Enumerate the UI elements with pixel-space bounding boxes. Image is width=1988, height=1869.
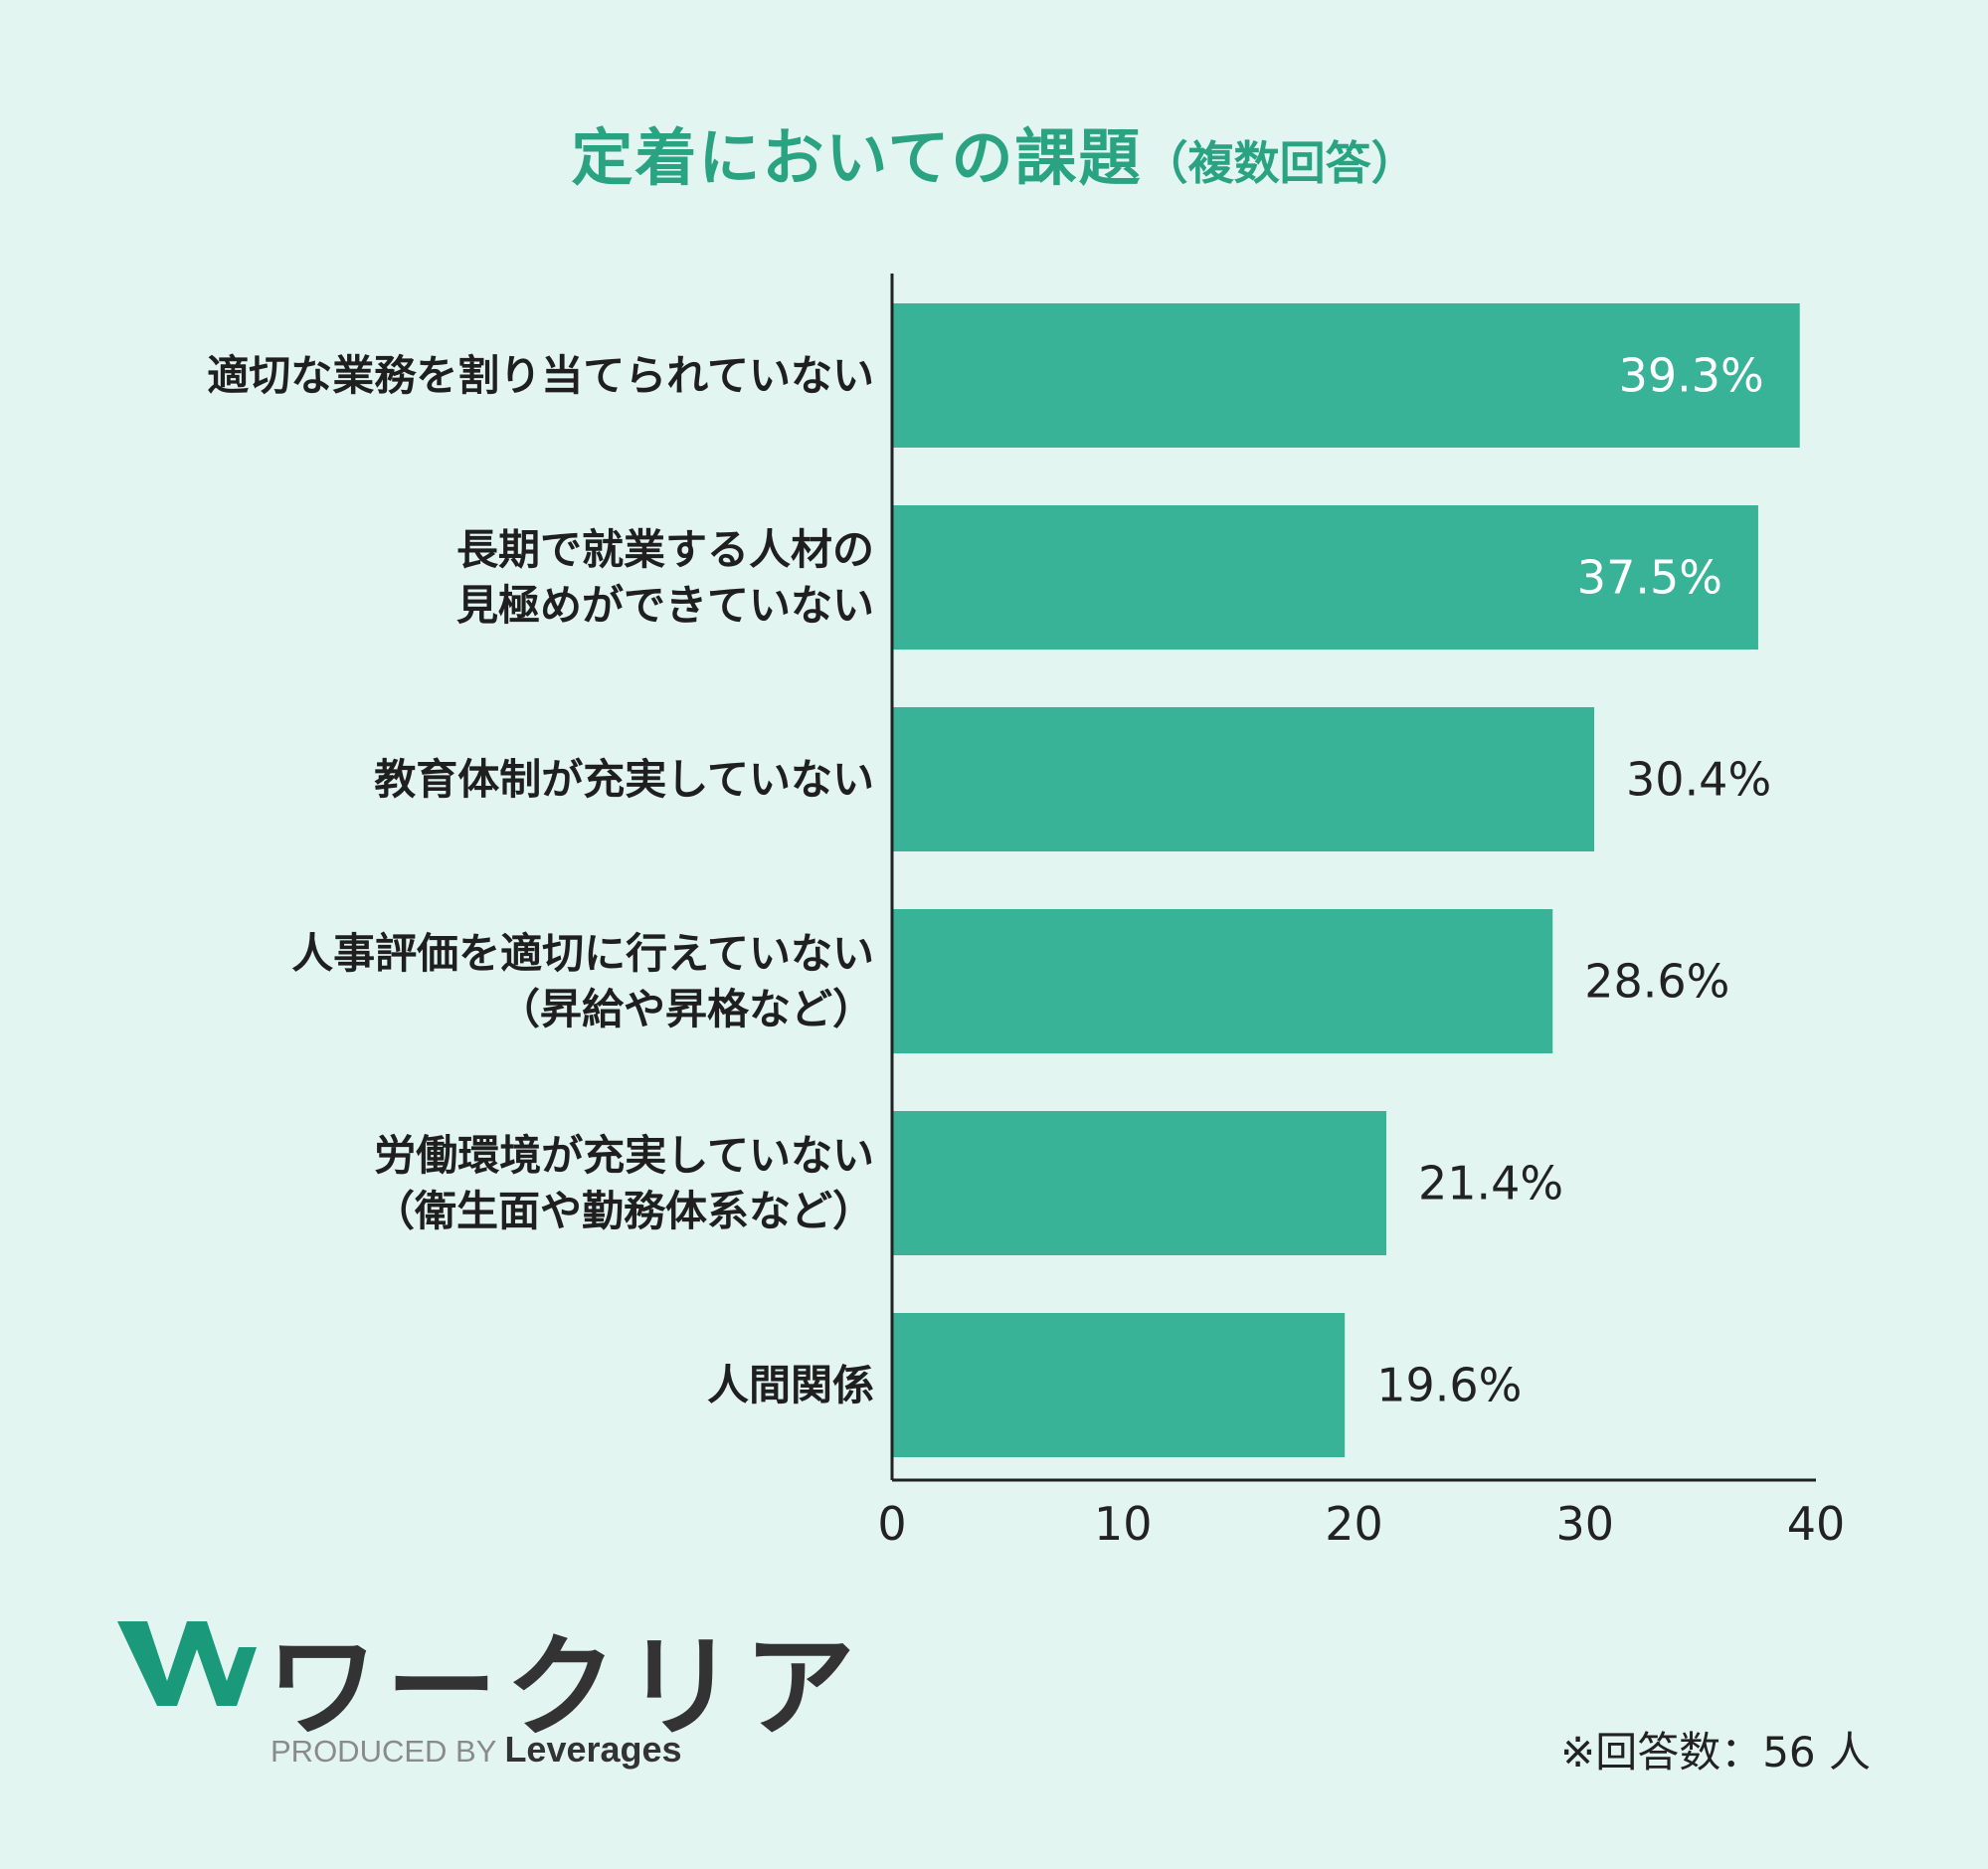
chart-title-main: 定着においての課題 (571, 121, 1143, 194)
category-label-line: 労働環境が充実していない (374, 1130, 874, 1180)
chart-title-sub: （複数回答） (1142, 136, 1417, 190)
bar-value-label: 21.4% (1418, 1157, 1563, 1211)
logo-name: ワークリア (267, 1623, 863, 1753)
logo-produced-by: PRODUCED BY Leverages (271, 1729, 682, 1771)
bar (892, 303, 1800, 448)
brand-name: Leverages (504, 1729, 682, 1770)
category-label-line: （衛生面や勤務体系など） (372, 1186, 874, 1235)
respondent-count: ※回答数：56 人 (1560, 1728, 1871, 1776)
produced-by-text: PRODUCED BY (271, 1734, 496, 1769)
category-label-line: 長期で就業する人材の (455, 524, 874, 574)
category-label: 適切な業務を割り当てられていない (59, 348, 874, 404)
x-tick-label: 30 (1555, 1497, 1614, 1551)
bar (892, 1111, 1387, 1255)
category-label: 人事評価を適切に行えていない （昇給や昇格など） (59, 926, 874, 1037)
x-tick-label: 10 (1094, 1497, 1153, 1551)
bar (892, 707, 1595, 851)
category-label-line: （昇給や昇格など） (497, 984, 874, 1033)
category-label: 労働環境が充実していない （衛生面や勤務体系など） (59, 1128, 874, 1239)
x-tick-label: 20 (1325, 1497, 1383, 1551)
bar-value-label: 30.4% (1626, 753, 1771, 807)
category-label-line: 教育体制が充実していない (374, 754, 874, 804)
bar (892, 1313, 1346, 1457)
x-tick-label: 40 (1787, 1497, 1846, 1551)
bar (892, 909, 1553, 1053)
category-label: 教育体制が充実していない (59, 752, 874, 808)
bar-value-label: 19.6% (1376, 1359, 1522, 1412)
category-label: 人間関係 (59, 1358, 874, 1413)
x-tick-label: 0 (877, 1497, 906, 1551)
category-label-line: 人事評価を適切に行えていない (291, 928, 874, 978)
category-label-line: 人間関係 (706, 1360, 874, 1409)
category-label-line: 見極めができていない (455, 580, 874, 630)
bar-value-label: 28.6% (1584, 955, 1729, 1009)
bar-value-label: 39.3% (1619, 349, 1764, 403)
logo-mark-icon (117, 1621, 257, 1706)
bar (892, 505, 1758, 650)
logo: ワークリア PRODUCED BY Leverages (117, 1611, 855, 1771)
chart-title: 定着においての課題（複数回答） (0, 107, 1988, 197)
category-label-line: 適切な業務を割り当てられていない (207, 350, 874, 400)
category-label: 長期で就業する人材の 見極めができていない (59, 522, 874, 634)
bar-value-label: 37.5% (1577, 551, 1722, 605)
